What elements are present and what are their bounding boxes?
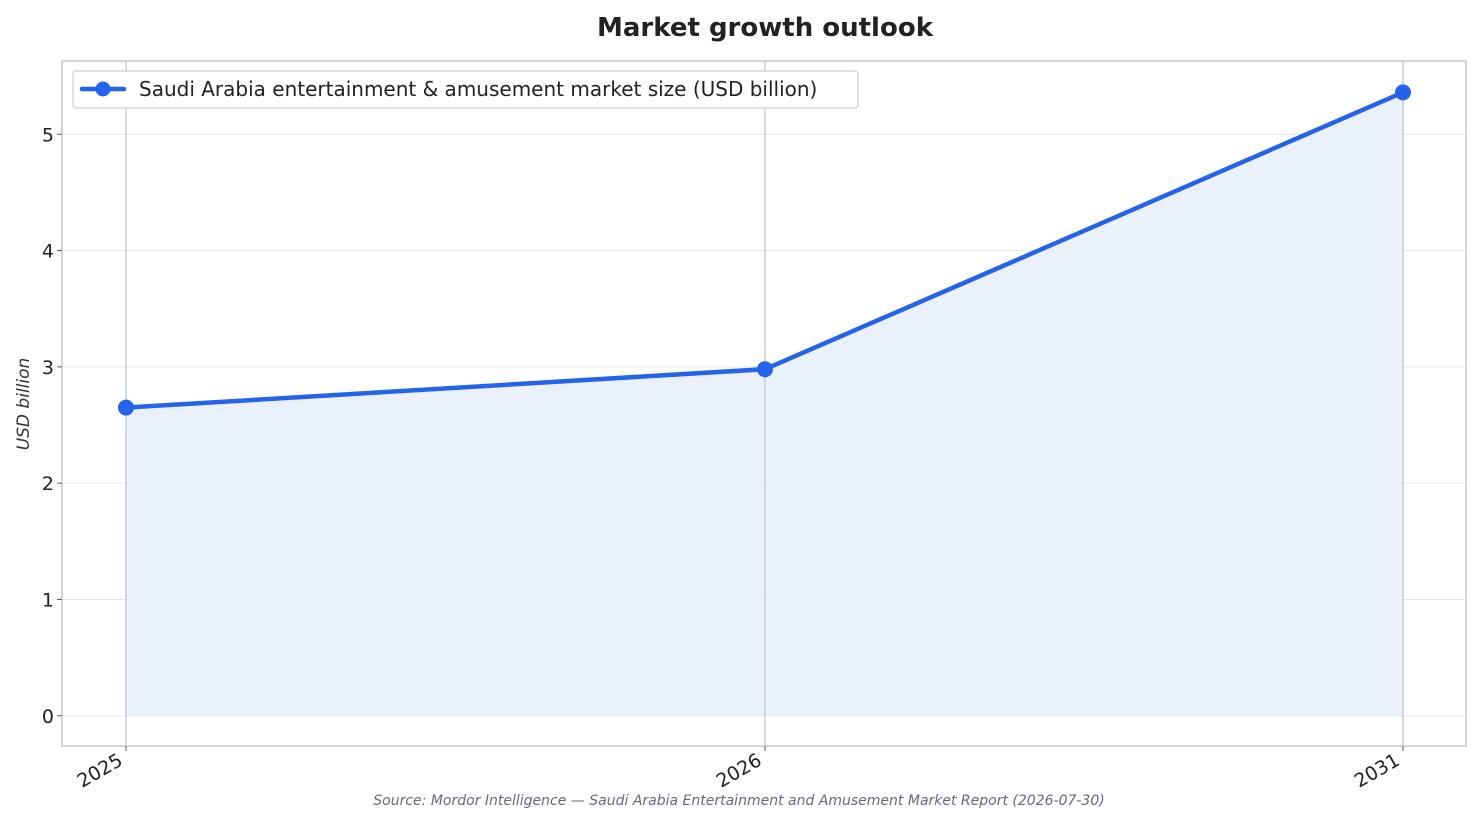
y-tick-label-5: 5 — [42, 124, 54, 146]
chart-title: Market growth outlook — [597, 13, 934, 43]
legend: Saudi Arabia entertainment & amusement m… — [72, 70, 859, 109]
legend-box — [72, 70, 859, 109]
y-axis-label: USD billion — [14, 358, 34, 451]
y-tick-label-1: 1 — [42, 589, 54, 611]
legend-label: Saudi Arabia entertainment & amusement m… — [139, 77, 817, 101]
legend-marker-swatch — [95, 81, 111, 97]
data-point-2031 — [1395, 84, 1411, 101]
y-tick-label-2: 2 — [42, 473, 54, 495]
x-tick-label-0: 2025 — [74, 749, 127, 792]
y-tick-label-3: 3 — [42, 357, 54, 379]
x-tick-label-2: 2031 — [1351, 749, 1404, 792]
data-point-2026 — [757, 361, 773, 378]
y-axis-ticks: 0 1 2 3 4 5 — [42, 124, 62, 728]
x-axis-ticks: 2025 2026 2031 — [74, 746, 1404, 793]
y-tick-label-4: 4 — [42, 241, 54, 263]
source-note: Source: Mordor Intelligence — Saudi Arab… — [373, 793, 1104, 809]
y-tick-label-0: 0 — [42, 706, 54, 728]
x-tick-label-1: 2026 — [713, 749, 766, 792]
data-point-2025 — [118, 399, 134, 416]
data-points — [118, 84, 1411, 416]
